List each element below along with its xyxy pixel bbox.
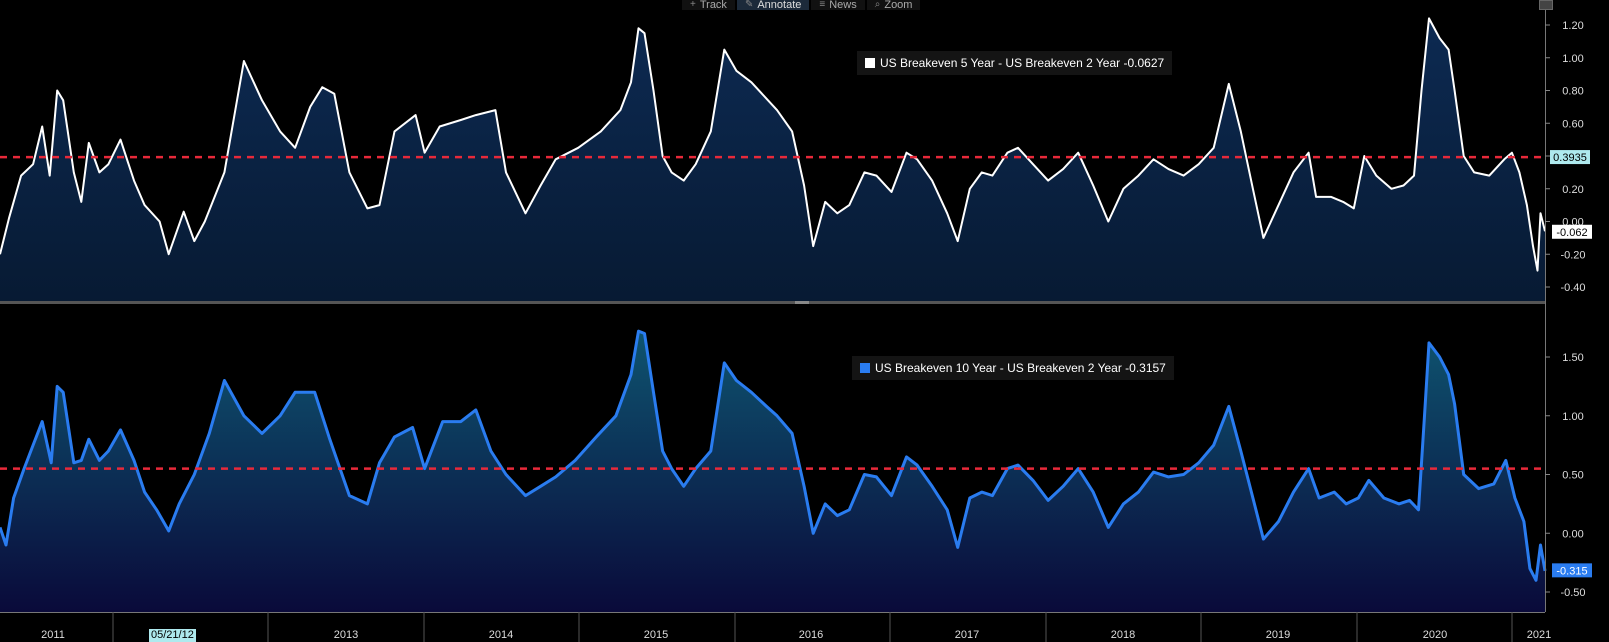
toolbar-annotate-button[interactable]: ✎ Annotate: [736, 0, 810, 10]
last-value-badge: [1552, 224, 1592, 239]
series-line: [0, 17, 1546, 272]
x-tick-label: 2017: [955, 629, 979, 641]
crosshair-icon: +: [690, 0, 696, 10]
panel-resize-handle: [795, 301, 809, 304]
legend-text: US Breakeven 10 Year - US Breakeven 2 Ye…: [875, 361, 1166, 375]
reference-value-badge: [1550, 150, 1590, 165]
series-area: [0, 18, 1545, 303]
x-tick-label: 2014: [489, 629, 513, 641]
y-tick-label: 1.00: [1562, 411, 1583, 423]
y-tick-label: -0.20: [1560, 249, 1585, 261]
legend-bottom-panel: US Breakeven 10 Year - US Breakeven 2 Ye…: [852, 356, 1174, 380]
toolbar-label: Track: [699, 0, 727, 10]
panel-menu-button[interactable]: [1539, 0, 1553, 10]
reference-value-label: 0.3935: [1553, 152, 1587, 164]
toolbar-track-button[interactable]: + Track: [682, 0, 735, 10]
cursor-date-label: 05/21/12: [149, 629, 196, 642]
y-tick-label: 0.80: [1562, 86, 1583, 98]
y-tick-label: -0.50: [1560, 587, 1585, 599]
chart-toolbar: + Track ✎ Annotate ≡ News ⌕ Zoom: [682, 0, 921, 10]
x-tick-label: 2019: [1266, 629, 1290, 641]
series-line: [0, 329, 1547, 582]
last-value-label: -0.315: [1556, 565, 1587, 577]
toolbar-news-button[interactable]: ≡ News: [811, 0, 865, 10]
toolbar-label: Annotate: [757, 0, 802, 10]
legend-top-panel: US Breakeven 5 Year - US Breakeven 2 Yea…: [857, 51, 1173, 75]
y-tick-label: 0.50: [1562, 470, 1583, 482]
news-icon: ≡: [819, 0, 826, 10]
y-tick-label: 1.50: [1562, 352, 1583, 364]
legend-swatch: [860, 363, 870, 373]
last-value-label: -0.062: [1556, 227, 1587, 239]
x-tick-label: 2021: [1527, 629, 1551, 641]
y-tick-label: 1.00: [1562, 53, 1583, 65]
panel-separator: [0, 301, 1545, 304]
x-tick-label: 2011: [41, 629, 65, 641]
toolbar-label: News: [829, 0, 857, 10]
x-tick-label: 2013: [334, 629, 358, 641]
y-tick-label: 0.60: [1562, 118, 1583, 130]
y-tick-label: -0.40: [1560, 282, 1585, 294]
y-tick-label: 0.00: [1562, 528, 1583, 540]
y-tick-label: 1.20: [1562, 20, 1583, 32]
x-tick-label: 2016: [799, 629, 823, 641]
x-tick-label: 2015: [644, 629, 668, 641]
toolbar-label: Zoom: [884, 0, 913, 10]
legend-text: US Breakeven 5 Year - US Breakeven 2 Yea…: [880, 56, 1165, 70]
x-tick-label: 2018: [1111, 629, 1135, 641]
last-value-badge: [1552, 563, 1592, 578]
y-tick-label: 0.20: [1562, 184, 1583, 196]
toolbar-zoom-button[interactable]: ⌕ Zoom: [866, 0, 921, 10]
series-area: [0, 331, 1545, 612]
legend-swatch: [865, 58, 875, 68]
zoom-icon: ⌕: [874, 0, 881, 10]
x-tick-label: 2020: [1423, 629, 1447, 641]
pencil-icon: ✎: [744, 0, 754, 10]
